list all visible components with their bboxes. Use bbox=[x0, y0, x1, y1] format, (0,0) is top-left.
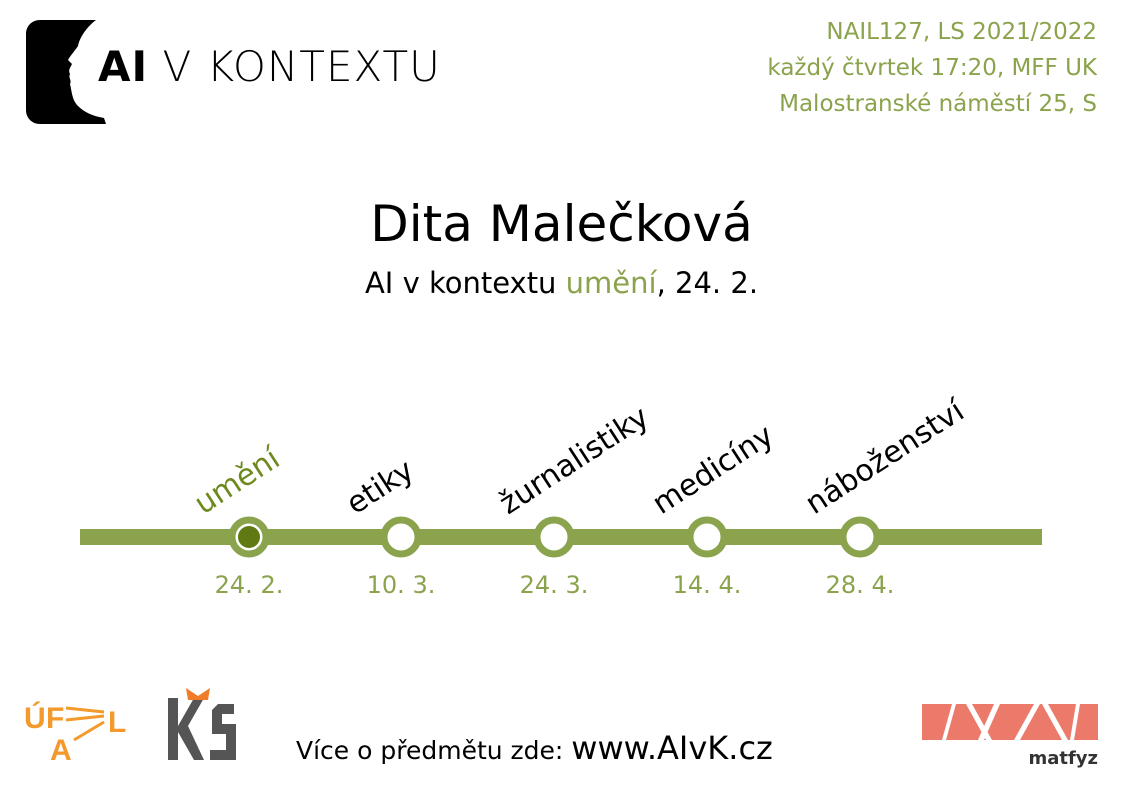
course-time-line: každý čtvrtek 17:20, MFF UK bbox=[767, 55, 1097, 81]
svg-text:F: F bbox=[46, 702, 64, 735]
timeline-date-4: 14. 4. bbox=[673, 571, 742, 599]
svg-text:Ú: Ú bbox=[24, 701, 46, 735]
more-info-label: Více o předmětu zde: bbox=[296, 736, 572, 765]
logo-wordmark: AI V KONTEXTU bbox=[98, 46, 441, 88]
ks-logo bbox=[168, 688, 236, 760]
timeline-date-2: 10. 3. bbox=[367, 571, 436, 599]
course-code-line: NAIL127, LS 2021/2022 bbox=[826, 19, 1097, 45]
timeline-node-5 bbox=[839, 516, 881, 558]
course-website-link[interactable]: www.AIvK.cz bbox=[571, 729, 773, 767]
logo-ai: AI bbox=[98, 42, 149, 91]
subtitle-topic: umění bbox=[565, 266, 657, 300]
lecture-timeline: umění 24. 2. etiky 10. 3. žurnalistiky 24. 3.… bbox=[80, 393, 1042, 599]
subtitle-suffix: , 24. 2. bbox=[656, 266, 759, 300]
footer-logos: Ú F A L bbox=[24, 688, 236, 766]
matfyz-logo: matfyz bbox=[922, 704, 1098, 769]
more-info: Více o předmětu zde: www.AIvK.cz bbox=[296, 728, 773, 771]
speaker-name: Dita Malečková bbox=[370, 195, 753, 253]
course-place-line: Malostranské náměstí 25, S bbox=[779, 91, 1097, 117]
matfyz-wordmark: matfyz bbox=[1028, 748, 1098, 769]
timeline-date-5: 28. 4. bbox=[826, 571, 895, 599]
timeline-node-3 bbox=[533, 516, 575, 558]
talk-subtitle: AI v kontextu umění, 24. 2. bbox=[0, 264, 1123, 302]
timeline-topic-2: etiky bbox=[340, 453, 420, 522]
timeline-topic-4: medicíny bbox=[646, 418, 780, 522]
head-silhouette-logo bbox=[26, 20, 106, 124]
timeline-active-dot bbox=[238, 526, 260, 548]
ufal-logo: Ú F A L bbox=[24, 701, 126, 766]
timeline-topic-1: umění bbox=[188, 440, 287, 521]
course-info: NAIL127, LS 2021/2022 každý čtvrtek 17:2… bbox=[767, 14, 1097, 122]
timeline-topic-5: náboženství bbox=[799, 393, 972, 522]
svg-text:A: A bbox=[50, 734, 72, 766]
timeline-topic-3: žurnalistiky bbox=[493, 400, 655, 522]
subtitle-prefix: AI v kontextu bbox=[364, 266, 566, 300]
timeline-node-4 bbox=[686, 516, 728, 558]
svg-text:L: L bbox=[108, 706, 126, 739]
timeline-node-2 bbox=[380, 516, 422, 558]
timeline-date-3: 24. 3. bbox=[520, 571, 589, 599]
timeline-date-1: 24. 2. bbox=[215, 571, 284, 599]
logo-v-kontextu: V KONTEXTU bbox=[148, 42, 441, 91]
